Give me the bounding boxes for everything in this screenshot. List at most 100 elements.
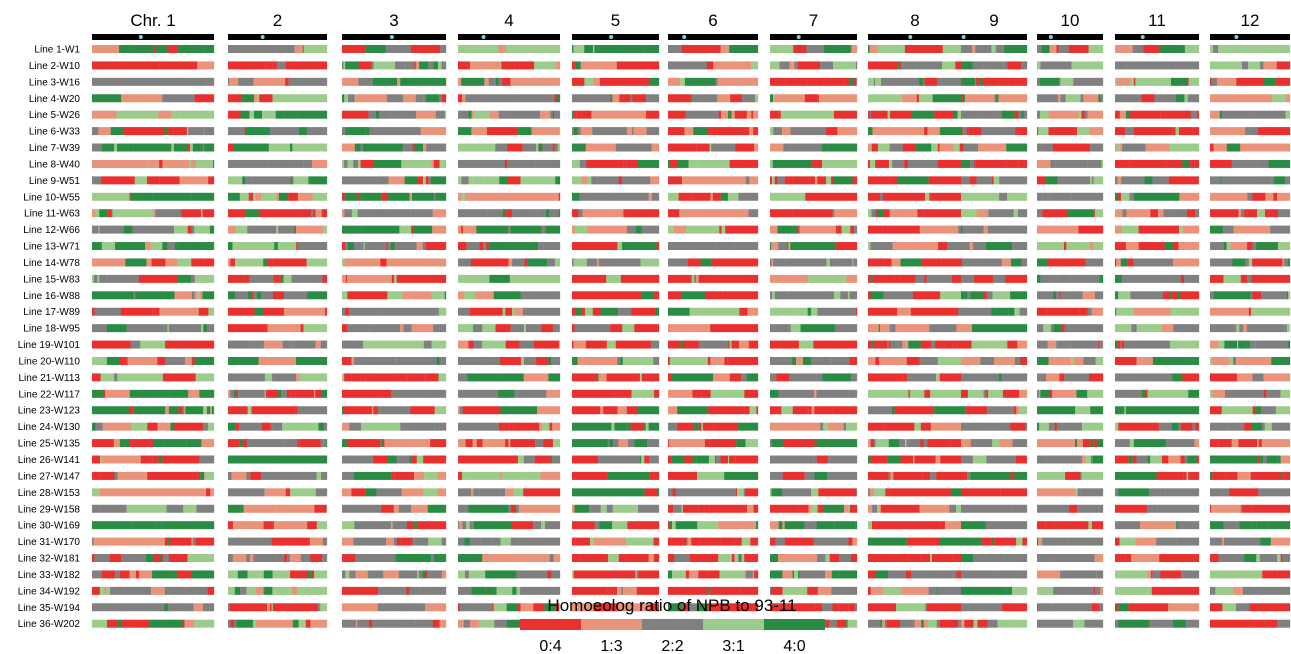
genotype-segment [403, 127, 421, 136]
genotype-segment [92, 307, 95, 316]
genotype-segment [296, 373, 300, 382]
genotype-segment [176, 570, 189, 579]
genotype-segment [683, 291, 707, 300]
genotype-segment [342, 619, 346, 628]
genotype-segment [878, 324, 881, 333]
genotype-segment [471, 110, 475, 119]
genotype-segment [1024, 389, 1028, 398]
genotype-segment [559, 209, 561, 218]
genotype-segment [1210, 521, 1224, 530]
genotype-segment [1237, 471, 1251, 480]
genotype-segment [884, 192, 926, 201]
genotype-segment [1130, 77, 1134, 86]
genotype-segment [1191, 159, 1195, 168]
genotype-segment [620, 274, 659, 283]
genotype-segment [92, 225, 99, 234]
genotype-segment [409, 324, 412, 333]
genotype-segment [612, 504, 639, 513]
genotype-segment [770, 324, 779, 333]
genotype-segment [1010, 471, 1014, 480]
genotype-segment [672, 488, 676, 497]
genotype-segment [361, 619, 365, 628]
genotype-segment [194, 94, 215, 103]
genotype-segment [941, 258, 963, 267]
genotype-segment [251, 619, 254, 628]
genotype-segment [1195, 554, 1200, 563]
genotype-segment [542, 176, 556, 185]
genotype-segment [1119, 176, 1122, 185]
genotype-segment [342, 94, 345, 103]
genotype-segment [234, 389, 237, 398]
genotype-segment [292, 77, 319, 86]
genotype-segment [927, 258, 942, 267]
genotype-segment [668, 537, 672, 546]
genotype-segment [304, 340, 316, 349]
genotype-segment [93, 242, 102, 251]
genotype-segment [311, 209, 314, 218]
genotype-segment [1068, 45, 1076, 53]
genotype-segment [1076, 389, 1088, 398]
genotype-segment [1221, 537, 1225, 546]
genotype-segment [576, 110, 592, 119]
genotype-segment [668, 307, 690, 316]
genotype-segment [237, 570, 248, 579]
genotype-segment [113, 324, 127, 333]
genotype-segment [970, 471, 1005, 480]
genotype-segment [780, 110, 785, 119]
genotype-segment [472, 439, 477, 448]
genotype-segment [774, 176, 778, 185]
genotype-segment [1249, 340, 1251, 349]
genotype-segment [228, 619, 231, 628]
genotype-segment [244, 274, 247, 283]
genotype-segment [1118, 488, 1128, 497]
genotype-segment [731, 340, 735, 349]
genotype-segment [628, 439, 635, 448]
genotype-segment [1001, 373, 1028, 382]
genotype-segment [203, 324, 208, 333]
genotype-segment [1250, 422, 1263, 431]
genotype-segment [827, 127, 838, 136]
genotype-segment [586, 159, 624, 168]
genotype-segment [128, 570, 130, 579]
genotype-segment [506, 159, 523, 168]
genotype-segment [711, 143, 736, 152]
genotype-segment [199, 291, 203, 300]
genotype-segment [395, 274, 397, 283]
genotype-segment [1115, 45, 1133, 53]
genotype-segment [424, 471, 427, 480]
genotype-segment [344, 209, 353, 218]
genotype-segment [1164, 242, 1173, 251]
genotype-segment [123, 422, 132, 431]
genotype-segment [1171, 422, 1179, 431]
genotype-segment [1160, 45, 1179, 53]
genotype-segment [1037, 94, 1043, 103]
genotype-segment [692, 192, 697, 201]
genotype-segment [162, 94, 195, 103]
chromosome-label: 3 [389, 11, 398, 30]
genotype-segment [901, 94, 917, 103]
genotype-segment [342, 225, 347, 234]
genotype-segment [813, 455, 817, 464]
genotype-segment [1245, 504, 1250, 513]
genotype-segment [98, 291, 134, 300]
genotype-segment [288, 192, 299, 201]
genotype-segment [109, 554, 122, 563]
genotype-segment [326, 439, 328, 448]
genotype-segment [431, 159, 434, 168]
genotype-segment [640, 258, 660, 267]
genotype-segment [915, 143, 932, 152]
genotype-segment [828, 619, 837, 628]
line-label: Line 17-W89 [23, 307, 80, 318]
genotype-segment [1016, 406, 1020, 415]
genotype-segment [892, 159, 905, 168]
genotype-segment [875, 258, 885, 267]
genotype-segment [549, 209, 560, 218]
genotype-segment [626, 225, 636, 234]
genotype-segment [855, 307, 858, 316]
genotype-segment [153, 554, 160, 563]
genotype-segment [994, 110, 996, 119]
genotype-segment [770, 570, 783, 579]
genotype-segment [648, 422, 660, 431]
genotype-segment [572, 209, 579, 218]
genotype-segment [1081, 471, 1104, 480]
